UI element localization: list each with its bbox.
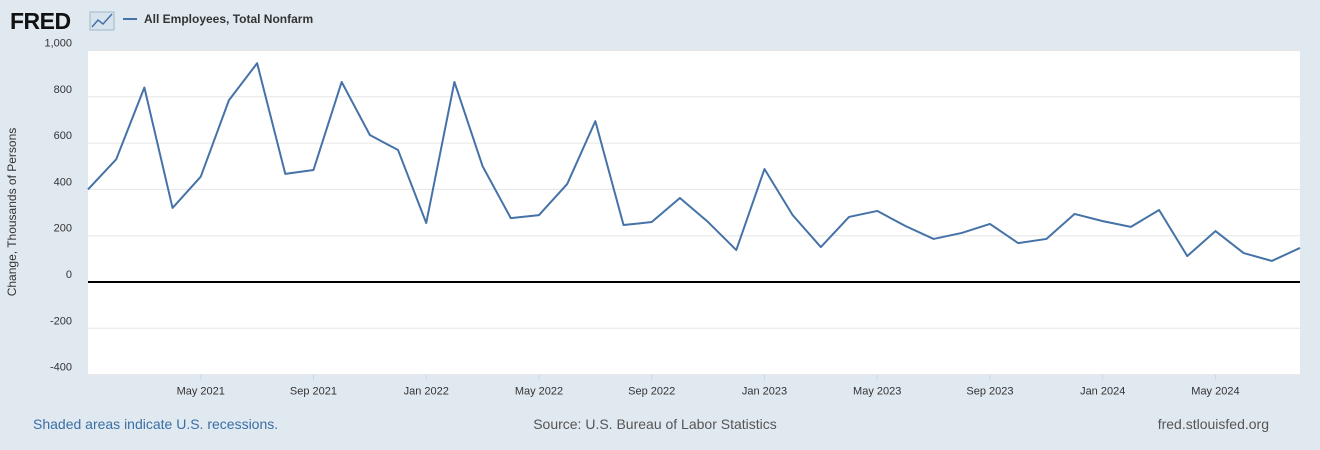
x-tick-label: Sep 2023 <box>966 386 1013 398</box>
y-tick-label: 200 <box>54 223 72 235</box>
x-tick-label: May 2024 <box>1191 386 1239 398</box>
y-tick-label: -200 <box>50 315 72 327</box>
logo-icon <box>89 11 115 31</box>
y-tick-label: 1,000 <box>44 38 72 50</box>
x-tick-label: May 2023 <box>853 386 901 398</box>
x-tick-label: Jan 2024 <box>1080 386 1125 398</box>
source: Source: U.S. Bureau of Labor Statistics <box>533 416 777 432</box>
y-tick-label: 0 <box>66 269 72 281</box>
x-tick-label: Sep 2021 <box>290 386 337 398</box>
x-tick-label: May 2022 <box>515 386 563 398</box>
legend-label: All Employees, Total Nonfarm <box>144 12 313 26</box>
y-axis-label: Change, Thousands of Persons <box>5 128 19 297</box>
plot-area <box>88 50 1300 375</box>
y-tick-label: 600 <box>54 130 72 142</box>
series-line <box>87 62 1301 262</box>
y-tick-label: 400 <box>54 176 72 188</box>
y-tick-label: 800 <box>54 84 72 96</box>
x-tick-label: Jan 2022 <box>404 386 449 398</box>
x-tick-label: May 2021 <box>177 386 225 398</box>
x-tick-label: Jan 2023 <box>742 386 787 398</box>
logo: FRED <box>10 8 71 34</box>
y-tick-label: -400 <box>50 362 72 374</box>
credit[interactable]: fred.stlouisfed.org <box>1158 416 1269 432</box>
recession-note[interactable]: Shaded areas indicate U.S. recessions. <box>33 416 278 432</box>
x-tick-label: Sep 2022 <box>628 386 675 398</box>
